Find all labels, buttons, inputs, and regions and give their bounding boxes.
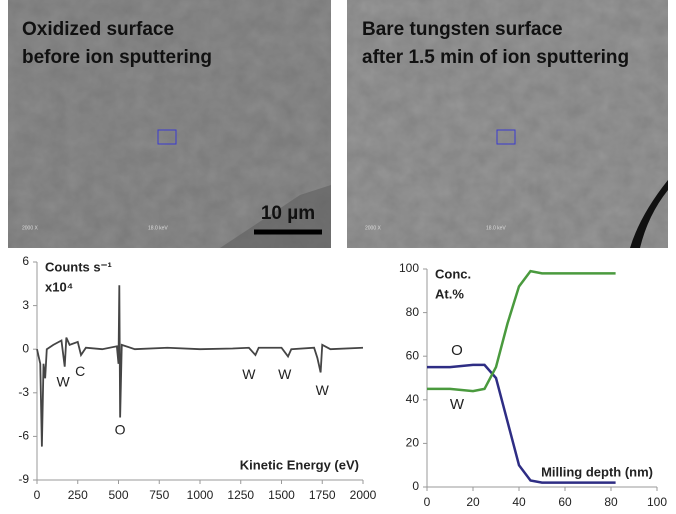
image-title: after 1.5 min of ion sputtering — [362, 47, 629, 68]
y-tick-label: -6 — [18, 429, 29, 443]
annotation: C — [75, 363, 85, 379]
data-line — [427, 363, 616, 484]
y-tick-label: 20 — [406, 436, 420, 450]
x-tick-label: 20 — [466, 495, 480, 509]
y-tick-label: 6 — [22, 254, 29, 268]
voltage: 18.0 keV — [486, 225, 506, 231]
y-tick-label: 40 — [406, 392, 420, 406]
annotation: W — [242, 366, 256, 382]
sem-image-left — [8, 0, 331, 248]
x-axis-label: Milling depth (nm) — [541, 464, 653, 479]
x-tick-label: 40 — [512, 495, 526, 509]
magnification: 2000 X — [365, 225, 382, 231]
x-tick-label: 1750 — [309, 488, 336, 502]
data-line — [427, 269, 616, 393]
sem-image-right — [347, 0, 668, 248]
x-tick-label: 1000 — [187, 488, 214, 502]
annotation: W — [316, 382, 330, 398]
x-tick-label: 250 — [68, 488, 88, 502]
axis-title: At.% — [435, 286, 464, 301]
x-tick-label: 0 — [424, 495, 431, 509]
series-label: O — [451, 342, 463, 359]
x-tick-label: 0 — [34, 488, 41, 502]
y-tick-label: 0 — [412, 479, 419, 493]
y-tick-label: -3 — [18, 385, 29, 399]
annotation: O — [115, 421, 126, 437]
annotation: W — [278, 366, 292, 382]
x-axis-label: Kinetic Energy (eV) — [240, 457, 359, 472]
image-title: before ion sputtering — [22, 47, 212, 68]
series-label: W — [450, 396, 465, 413]
y-tick-label: 0 — [22, 341, 29, 355]
annotation: W — [56, 373, 70, 389]
y-tick-label: 3 — [22, 298, 29, 312]
x-tick-label: 100 — [647, 495, 667, 509]
y-tick-label: 80 — [406, 305, 420, 319]
y-tick-label: 60 — [406, 348, 420, 362]
x-tick-label: 2000 — [350, 488, 377, 502]
x-tick-label: 80 — [604, 495, 618, 509]
x-tick-label: 750 — [149, 488, 169, 502]
image-title: Oxidized surface — [22, 19, 174, 40]
scale-bar-label: 10 µm — [261, 203, 315, 224]
y-tick-label: -9 — [18, 472, 29, 486]
axis-title: x10⁴ — [45, 279, 73, 294]
y-tick-label: 100 — [399, 261, 419, 275]
data-line — [36, 285, 364, 447]
x-tick-label: 60 — [558, 495, 572, 509]
image-title: Bare tungsten surface — [362, 19, 563, 40]
x-tick-label: 1250 — [227, 488, 254, 502]
axis-title: Counts s⁻¹ — [45, 259, 112, 274]
voltage: 18.0 keV — [148, 225, 168, 231]
x-tick-label: 1500 — [268, 488, 295, 502]
magnification: 2000 X — [22, 225, 39, 231]
axis-title: Conc. — [435, 266, 471, 281]
x-tick-label: 500 — [108, 488, 128, 502]
